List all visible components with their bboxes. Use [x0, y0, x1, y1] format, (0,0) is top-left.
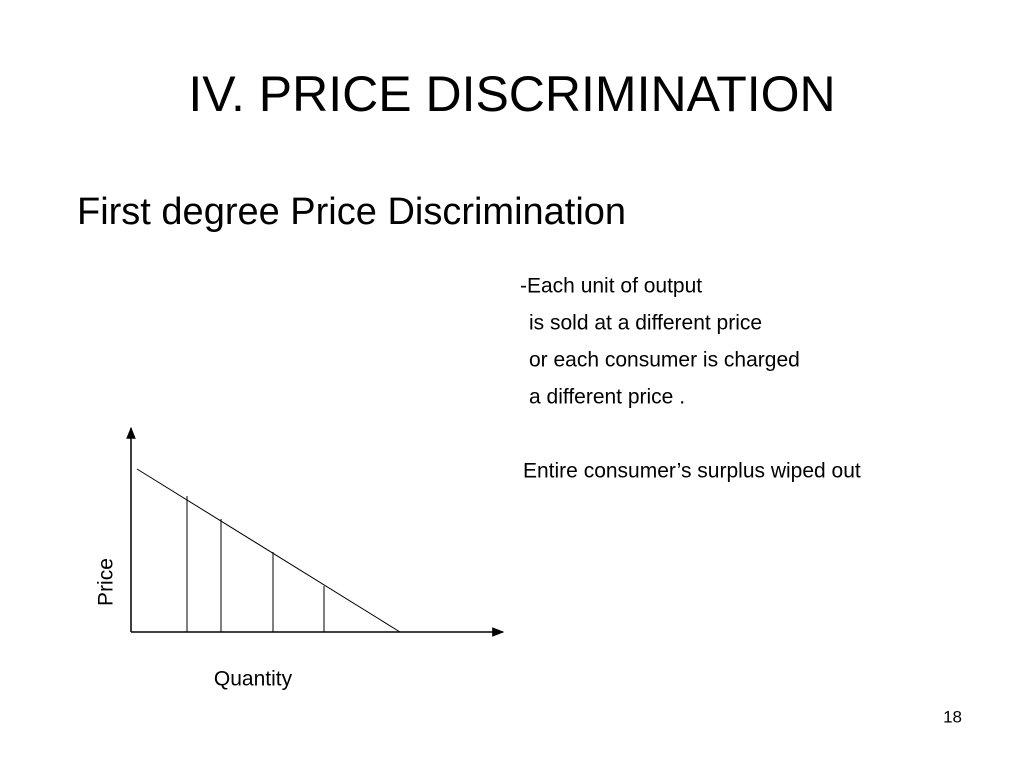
diagram: Price Quantity [95, 426, 505, 691]
description-line: is sold at a different price [529, 312, 762, 335]
page-number: 18 [943, 707, 962, 726]
description-line: or each consumer is charged [529, 349, 800, 372]
demand-line [136, 468, 401, 633]
description-line: -Each unit of output [520, 275, 702, 298]
y-axis-label: Price [95, 558, 118, 606]
description-line: a different price . [529, 386, 685, 409]
slide-title: IV. PRICE DISCRIMINATION [188, 66, 835, 122]
x-axis-label: Quantity [214, 668, 293, 691]
slide-subtitle: First degree Price Discrimination [77, 191, 626, 233]
note: Entire consumer’s surplus wiped out [523, 460, 861, 483]
